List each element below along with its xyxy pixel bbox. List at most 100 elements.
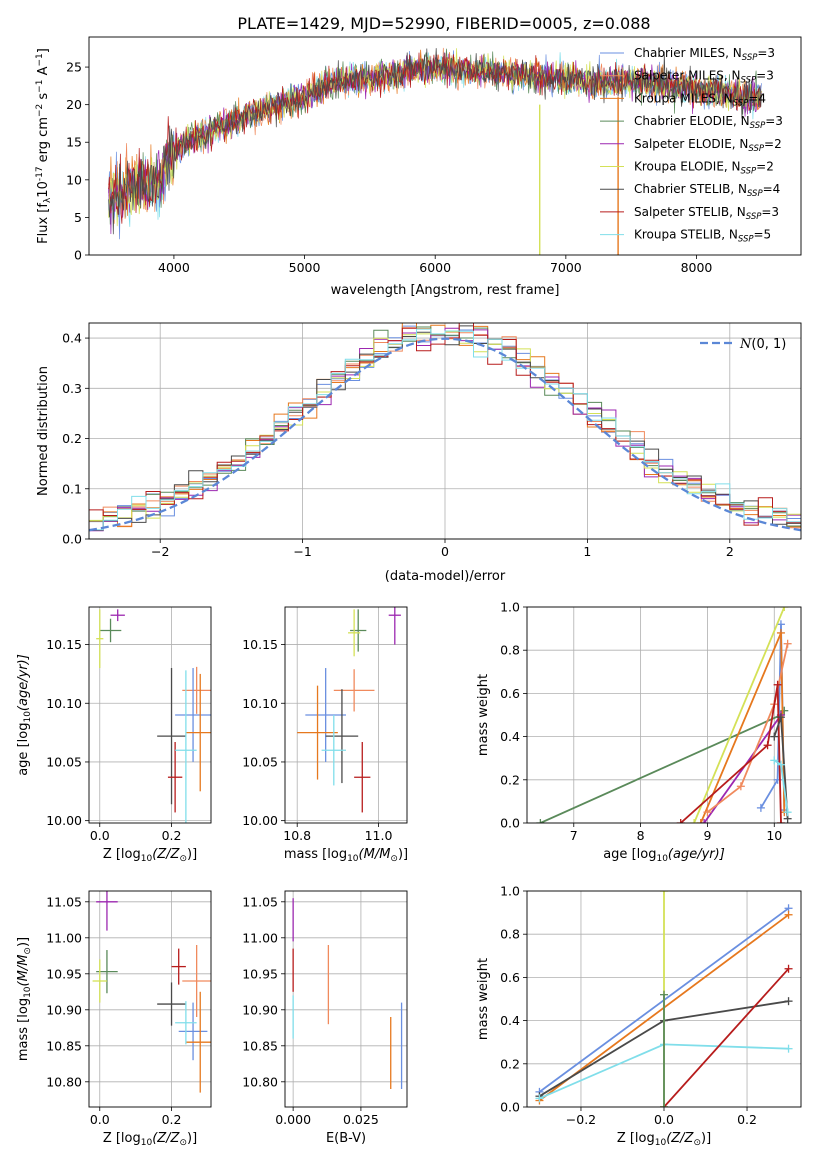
weight-series xyxy=(700,711,785,823)
y-tick-label: 11.00 xyxy=(242,930,278,945)
data-point xyxy=(96,609,104,669)
x-tick-label: 0.025 xyxy=(343,1112,379,1127)
y-tick-label: 0.8 xyxy=(500,927,520,942)
x-tick-label: 0 xyxy=(441,544,449,559)
data-point xyxy=(350,609,367,652)
spectrum-lines xyxy=(108,47,762,255)
x-tick-label: 0.0 xyxy=(90,828,110,843)
y-tick-label: 0.2 xyxy=(500,772,520,787)
data-point xyxy=(92,959,107,1003)
weight-lines xyxy=(536,607,792,823)
data-point xyxy=(388,607,401,645)
y-tick-label: 10.15 xyxy=(242,637,278,652)
data-point xyxy=(175,1001,197,1045)
x-tick-label: 0.000 xyxy=(275,1112,311,1127)
data-point xyxy=(178,1002,208,1061)
data-point xyxy=(96,891,118,931)
y-tick-label: 0.6 xyxy=(500,686,520,701)
y-tick-label: 25 xyxy=(66,60,82,75)
weight-series xyxy=(660,964,793,1107)
data-point xyxy=(157,668,186,805)
data-point xyxy=(171,948,186,985)
axes-frame xyxy=(88,606,212,824)
legend-entry: Salpeter ELODIE, NSSP=2 xyxy=(634,137,782,154)
axes-frame xyxy=(88,322,802,540)
weight-series xyxy=(676,680,785,823)
x-tick-label: 7 xyxy=(570,828,578,843)
axes-frame xyxy=(284,890,408,1108)
y-tick-label: 0.6 xyxy=(500,970,520,985)
y-tick-label: 15 xyxy=(66,135,82,150)
x-tick-label: 1 xyxy=(583,544,591,559)
data-point xyxy=(99,618,122,643)
x-tick-label: 0.2 xyxy=(737,1112,757,1127)
y-tick-label: 10.80 xyxy=(242,1074,278,1089)
x-axis-label: Z [log10(Z/Z⊙)] xyxy=(103,847,197,864)
data-point xyxy=(354,742,371,813)
x-axis-label: wavelength [Angstrom, rest frame] xyxy=(331,283,560,298)
legend-entry: Kroupa STELIB, NSSP=5 xyxy=(634,228,771,245)
weight-series xyxy=(690,607,789,823)
histograms xyxy=(89,323,801,539)
x-tick-label: 2 xyxy=(726,544,734,559)
weight-series xyxy=(660,990,668,1107)
errorbars xyxy=(92,891,211,1093)
x-tick-label: −2 xyxy=(151,544,169,559)
y-tick-label: 0.4 xyxy=(500,729,520,744)
x-tick-label: 7000 xyxy=(550,260,582,275)
errorbars xyxy=(96,609,211,823)
x-tick-label: 0.0 xyxy=(90,1112,110,1127)
x-tick-label: −0.2 xyxy=(566,1112,596,1127)
x-axis-label: (data-model)/error xyxy=(385,569,506,584)
y-tick-label: 10.85 xyxy=(242,1038,278,1053)
y-tick-label: 11.00 xyxy=(46,930,82,945)
legend-entry: Chabrier STELIB, NSSP=4 xyxy=(634,182,780,199)
x-tick-label: 0.0 xyxy=(654,1112,674,1127)
x-tick-label: 9 xyxy=(703,828,711,843)
x-tick-label: 5000 xyxy=(289,260,321,275)
legend-entry: Kroupa MILES, NSSP=4 xyxy=(634,91,766,108)
x-tick-label: 8000 xyxy=(681,260,713,275)
x-tick-label: 10 xyxy=(766,828,782,843)
weight-line xyxy=(693,607,786,823)
y-tick-label: 1.0 xyxy=(500,600,520,615)
y-tick-label: 0.8 xyxy=(500,643,520,658)
data-point xyxy=(110,609,125,622)
weight-line xyxy=(680,684,782,823)
x-tick-label: 8 xyxy=(637,828,645,843)
legend-entry: Kroupa ELODIE, NSSP=2 xyxy=(634,160,774,177)
y-tick-label: 10.10 xyxy=(242,696,278,711)
y-tick-label: 5 xyxy=(74,210,82,225)
y-axis-label: mass weight xyxy=(476,958,491,1040)
data-point xyxy=(348,609,361,657)
mass-vs-EBV-panel: 0.000 0.025 10.80 10.85 10.90 10.95 11.00 11.05… xyxy=(242,890,408,1146)
x-tick-label: 11.0 xyxy=(365,828,393,843)
y-tick-label: 10.05 xyxy=(46,754,82,769)
x-tick-label: 0.2 xyxy=(162,828,182,843)
y-tick-label: 10.90 xyxy=(46,1002,82,1017)
data-point xyxy=(182,945,211,1017)
x-axis-label: Z [log10(Z/Z⊙)] xyxy=(103,1131,197,1148)
y-tick-label: 0.4 xyxy=(500,1013,520,1028)
weight-line xyxy=(706,643,789,813)
y-tick-label: 10.95 xyxy=(242,966,278,981)
y-tick-label: 10.85 xyxy=(46,1038,82,1053)
y-tick-label: 10.80 xyxy=(46,1074,82,1089)
data-point xyxy=(175,670,197,823)
y-tick-label: 10 xyxy=(66,172,82,187)
x-tick-label: 10.8 xyxy=(283,828,311,843)
y-tick-label: 10.90 xyxy=(242,1002,278,1017)
x-tick-label: 4000 xyxy=(158,260,190,275)
y-tick-label: 1.0 xyxy=(500,884,520,899)
x-tick-label: 0.2 xyxy=(162,1112,182,1127)
data-point xyxy=(333,669,375,712)
axes-frame xyxy=(526,606,802,824)
data-point xyxy=(182,666,211,714)
spectrum-line xyxy=(108,48,762,235)
data-point xyxy=(185,991,211,1093)
axes-frame xyxy=(88,890,212,1108)
y-tick-label: 10.05 xyxy=(242,754,278,769)
legend-entry: Salpeter MILES, NSSP=3 xyxy=(634,69,774,86)
y-tick-label: 10.15 xyxy=(46,637,82,652)
